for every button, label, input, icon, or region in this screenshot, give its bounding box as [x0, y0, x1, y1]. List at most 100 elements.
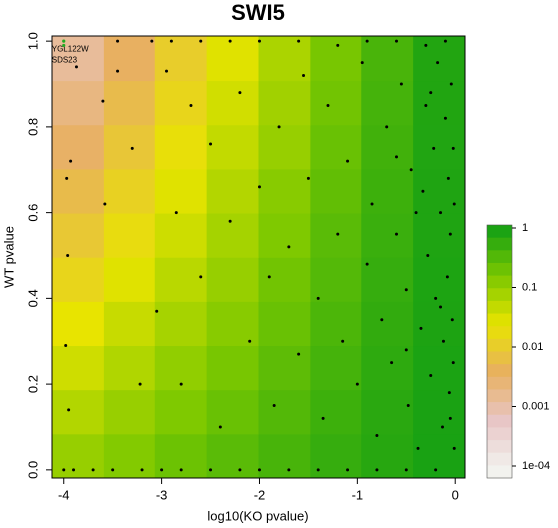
heat-cell [310, 36, 362, 82]
point [174, 211, 178, 215]
colorbar-step [487, 288, 512, 302]
heat-cell [103, 213, 156, 258]
heat-cell [154, 124, 208, 170]
colorbar-step [487, 452, 512, 466]
point [394, 39, 398, 43]
colorbar-step [487, 275, 512, 289]
point [101, 99, 105, 103]
heat-cell [103, 168, 156, 214]
point [326, 103, 330, 107]
heat-cell [103, 301, 156, 347]
heat-cell [258, 433, 311, 479]
point [316, 296, 320, 300]
point [439, 305, 443, 309]
point [238, 91, 242, 95]
point [365, 39, 369, 43]
heat-cell [310, 213, 362, 258]
colorbar-label: 0.01 [522, 341, 543, 353]
point [449, 82, 453, 86]
heat-cell [361, 213, 414, 258]
point [336, 232, 340, 236]
point [443, 39, 447, 43]
highlight-point [62, 43, 66, 48]
heat-cell [310, 389, 362, 435]
colorbar-step [487, 465, 512, 479]
heat-cell [258, 345, 311, 391]
heat-cell [413, 213, 466, 258]
point [429, 374, 433, 378]
colorbar-step [487, 250, 512, 264]
point [436, 61, 440, 65]
colorbar-step [487, 237, 512, 251]
heat-cell [361, 345, 414, 391]
point [72, 468, 76, 472]
point [406, 404, 410, 408]
point [165, 69, 169, 73]
point [446, 176, 450, 180]
point [365, 262, 369, 266]
heat-cell [361, 301, 414, 347]
colorbar-step [487, 402, 512, 416]
point [62, 468, 66, 472]
heat-cell [310, 433, 362, 479]
point [440, 425, 444, 429]
colorbar-step [487, 338, 512, 352]
point [116, 69, 120, 73]
y-tick-label: 0.8 [25, 118, 40, 136]
point [341, 339, 345, 343]
point [277, 125, 281, 129]
point [155, 309, 159, 313]
point [399, 82, 403, 86]
point [130, 146, 134, 150]
heat-cell [206, 257, 259, 302]
point [248, 339, 252, 343]
heat-cell [154, 389, 208, 435]
point [297, 352, 301, 356]
colorbar-step [487, 364, 512, 378]
colorbar-step [487, 376, 512, 390]
heat-cell [258, 168, 311, 214]
heat-cell [52, 124, 105, 170]
point [199, 275, 203, 279]
heat-cell [310, 124, 362, 170]
colorbar-frame [486, 224, 513, 479]
heat-cell [103, 257, 156, 302]
heat-cell [413, 168, 466, 214]
point [434, 468, 438, 472]
heat-cell [361, 433, 414, 479]
heat-cell [258, 80, 311, 126]
heat-cell [310, 257, 362, 302]
heat-cell [206, 433, 259, 479]
point [424, 103, 428, 107]
heat-cell [206, 80, 259, 126]
colorbar-step [487, 300, 512, 315]
y-tick-label: 1.0 [25, 32, 40, 50]
heat-cell [413, 124, 466, 170]
heat-cell [52, 433, 105, 479]
point [238, 468, 242, 472]
x-tick-label: -2 [254, 487, 266, 502]
heat-cell [361, 257, 414, 302]
point [140, 468, 144, 472]
y-tick-label: 0.4 [25, 289, 40, 307]
y-tick-label: 0.2 [25, 375, 40, 393]
point [257, 468, 261, 472]
heat-cell [258, 124, 311, 170]
heat-cell [154, 433, 208, 479]
heat-cell [361, 124, 414, 170]
point [385, 125, 389, 129]
heat-cell [52, 345, 105, 391]
heat-cell [206, 124, 259, 170]
point [394, 232, 398, 236]
point [414, 211, 418, 215]
point [445, 275, 449, 279]
point [160, 468, 164, 472]
chart-title: SWI5 [231, 0, 285, 25]
heat-cell [103, 36, 156, 82]
heat-cell [258, 257, 311, 302]
heat-cell [206, 345, 259, 391]
point [416, 446, 420, 450]
point [66, 253, 70, 257]
point [448, 232, 452, 236]
